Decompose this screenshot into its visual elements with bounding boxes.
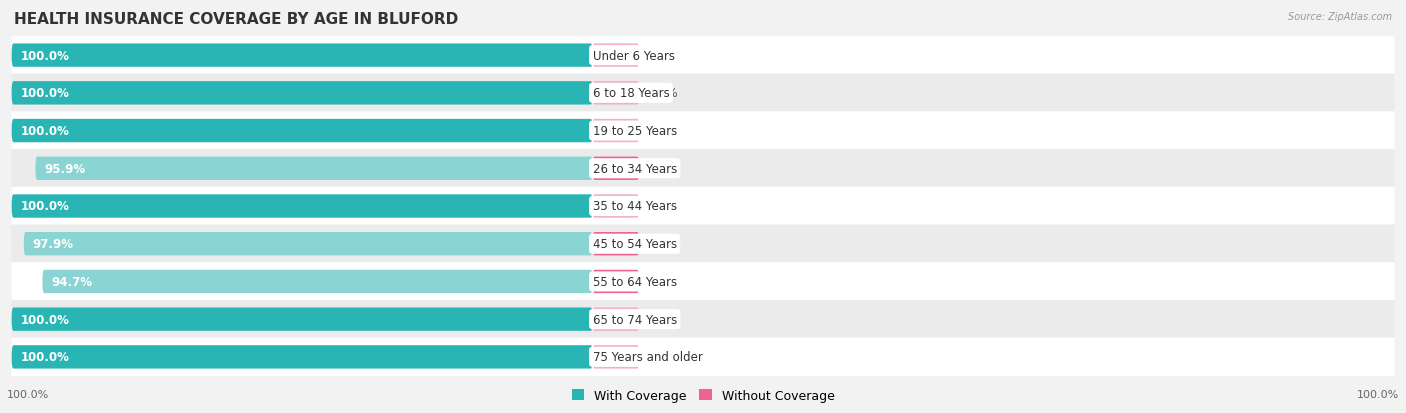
FancyBboxPatch shape (11, 44, 592, 68)
FancyBboxPatch shape (592, 82, 640, 105)
Text: 65 to 74 Years: 65 to 74 Years (592, 313, 676, 326)
FancyBboxPatch shape (11, 300, 1395, 339)
FancyBboxPatch shape (11, 120, 592, 143)
FancyBboxPatch shape (24, 233, 592, 256)
Text: 2.2%: 2.2% (648, 237, 678, 251)
Text: 100.0%: 100.0% (20, 50, 69, 62)
Text: 0.0%: 0.0% (648, 200, 678, 213)
Text: 100.0%: 100.0% (20, 87, 69, 100)
FancyBboxPatch shape (592, 233, 640, 256)
FancyBboxPatch shape (592, 120, 640, 143)
Text: 4.1%: 4.1% (648, 162, 678, 176)
Text: 26 to 34 Years: 26 to 34 Years (592, 162, 676, 176)
Text: 35 to 44 Years: 35 to 44 Years (592, 200, 676, 213)
FancyBboxPatch shape (11, 188, 1395, 225)
FancyBboxPatch shape (35, 157, 592, 180)
Text: 75 Years and older: 75 Years and older (592, 351, 703, 363)
FancyBboxPatch shape (11, 37, 1395, 75)
Text: HEALTH INSURANCE COVERAGE BY AGE IN BLUFORD: HEALTH INSURANCE COVERAGE BY AGE IN BLUF… (14, 12, 458, 27)
Text: 100.0%: 100.0% (7, 389, 49, 399)
Text: 94.7%: 94.7% (51, 275, 93, 288)
Text: 100.0%: 100.0% (20, 351, 69, 363)
FancyBboxPatch shape (592, 44, 640, 68)
FancyBboxPatch shape (592, 270, 640, 293)
Text: 0.0%: 0.0% (648, 125, 678, 138)
Text: 6 to 18 Years: 6 to 18 Years (592, 87, 669, 100)
Text: Source: ZipAtlas.com: Source: ZipAtlas.com (1288, 12, 1392, 22)
FancyBboxPatch shape (11, 338, 1395, 376)
FancyBboxPatch shape (11, 345, 592, 369)
FancyBboxPatch shape (11, 225, 1395, 263)
FancyBboxPatch shape (11, 195, 592, 218)
FancyBboxPatch shape (11, 74, 1395, 113)
Legend: With Coverage, Without Coverage: With Coverage, Without Coverage (567, 384, 839, 407)
Text: 100.0%: 100.0% (20, 125, 69, 138)
FancyBboxPatch shape (592, 195, 640, 218)
Text: 0.0%: 0.0% (648, 313, 678, 326)
Text: 45 to 54 Years: 45 to 54 Years (592, 237, 676, 251)
Text: 100.0%: 100.0% (20, 200, 69, 213)
Text: 55 to 64 Years: 55 to 64 Years (592, 275, 676, 288)
Text: 97.9%: 97.9% (32, 237, 73, 251)
Text: 0.0%: 0.0% (648, 50, 678, 62)
Text: 100.0%: 100.0% (1357, 389, 1399, 399)
FancyBboxPatch shape (11, 308, 592, 331)
Text: 0.0%: 0.0% (648, 351, 678, 363)
FancyBboxPatch shape (592, 308, 640, 331)
Text: 5.3%: 5.3% (648, 275, 678, 288)
Text: 19 to 25 Years: 19 to 25 Years (592, 125, 676, 138)
FancyBboxPatch shape (11, 82, 592, 105)
Text: 0.0%: 0.0% (648, 87, 678, 100)
Text: 95.9%: 95.9% (44, 162, 86, 176)
FancyBboxPatch shape (592, 345, 640, 369)
FancyBboxPatch shape (11, 263, 1395, 301)
Text: Under 6 Years: Under 6 Years (592, 50, 675, 62)
FancyBboxPatch shape (11, 150, 1395, 188)
FancyBboxPatch shape (42, 270, 592, 293)
FancyBboxPatch shape (592, 157, 640, 180)
FancyBboxPatch shape (11, 112, 1395, 150)
Text: 100.0%: 100.0% (20, 313, 69, 326)
